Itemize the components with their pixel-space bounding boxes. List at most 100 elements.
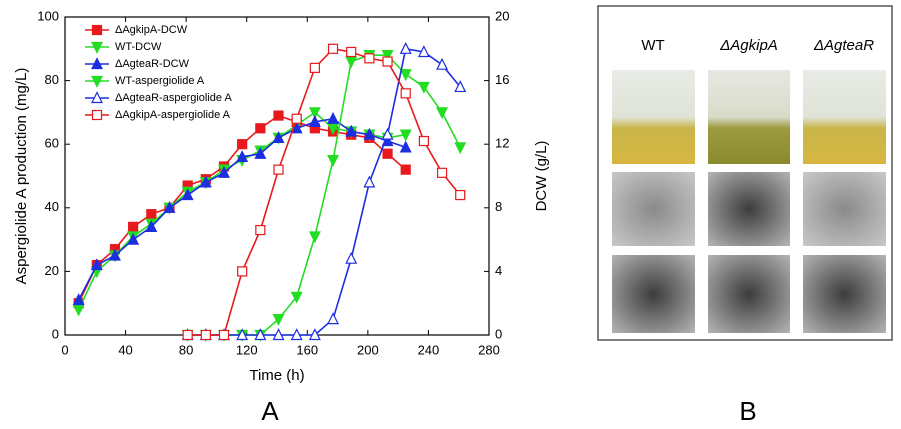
marker — [399, 69, 412, 82]
y2-tick-label: 16 — [495, 72, 509, 87]
marker — [182, 329, 193, 341]
marker — [417, 81, 430, 94]
marker — [146, 209, 157, 220]
marker — [436, 57, 449, 70]
marker — [272, 328, 285, 341]
marker — [418, 135, 429, 147]
micrograph — [612, 172, 695, 246]
y-tick-label: 100 — [37, 8, 59, 23]
x-tick-label: 40 — [118, 342, 132, 357]
x-tick-label: 80 — [179, 342, 193, 357]
marker — [200, 329, 211, 341]
marker — [72, 304, 85, 317]
marker — [254, 146, 267, 159]
marker — [400, 164, 411, 175]
marker — [273, 164, 284, 175]
legend-label: ΔAgteaR-DCW — [115, 58, 190, 70]
legend-label: ΔAgteaR-aspergiolide A — [115, 92, 232, 104]
marker — [90, 258, 103, 271]
marker — [327, 155, 339, 167]
marker — [236, 150, 249, 163]
y2-axis-title: DCW (g/L) — [533, 141, 550, 212]
marker — [436, 167, 448, 178]
marker — [308, 328, 321, 341]
y2-tick-label: 0 — [495, 326, 502, 341]
legend-marker — [91, 75, 103, 88]
marker — [381, 50, 394, 63]
marker — [308, 107, 321, 120]
marker — [454, 142, 467, 155]
y2-tick-label: 4 — [495, 263, 502, 278]
flask-photo — [612, 70, 695, 164]
micrograph — [708, 172, 790, 246]
marker — [436, 107, 449, 120]
marker — [291, 113, 302, 124]
marker — [345, 251, 358, 264]
marker — [309, 62, 320, 73]
x-tick-label: 120 — [236, 342, 258, 357]
marker — [363, 175, 376, 188]
y-tick-label: 0 — [52, 326, 59, 341]
marker — [399, 129, 412, 142]
marker — [400, 88, 411, 99]
legend-marker — [91, 57, 103, 70]
legend-marker — [91, 41, 103, 54]
legend-label: WT-aspergiolide A — [115, 75, 205, 87]
y2-tick-label: 20 — [495, 8, 509, 23]
marker — [327, 43, 339, 54]
marker — [345, 124, 358, 137]
micrograph — [708, 255, 790, 333]
marker — [255, 224, 266, 236]
marker — [345, 56, 358, 69]
x-tick-label: 240 — [418, 342, 440, 357]
marker — [255, 123, 266, 134]
marker — [72, 293, 85, 306]
x-axis-title: Time (h) — [249, 367, 304, 384]
micrograph — [803, 172, 886, 246]
marker — [272, 314, 285, 326]
marker — [145, 220, 158, 232]
marker — [218, 329, 230, 341]
marker — [327, 111, 339, 124]
legend-label: WT-DCW — [115, 41, 162, 53]
column-header: WT — [641, 37, 664, 54]
micrograph — [803, 255, 886, 333]
marker — [236, 328, 249, 341]
x-tick-label: 0 — [61, 342, 68, 357]
marker — [308, 115, 321, 128]
legend-label: ΔAgkipA-aspergiolide A — [115, 109, 231, 121]
marker — [290, 328, 303, 341]
marker — [290, 291, 303, 304]
y-tick-label: 20 — [45, 263, 59, 278]
marker — [308, 231, 321, 244]
marker — [327, 312, 339, 325]
panel-label: A — [261, 396, 279, 426]
x-tick-label: 160 — [296, 342, 318, 357]
marker — [127, 232, 140, 245]
y-tick-label: 80 — [45, 72, 59, 87]
marker — [382, 56, 393, 67]
marker — [163, 200, 176, 213]
marker — [346, 46, 357, 58]
marker — [417, 45, 430, 58]
marker — [181, 188, 194, 201]
marker — [218, 165, 230, 178]
x-tick-label: 280 — [478, 342, 500, 357]
y2-tick-label: 12 — [495, 136, 509, 151]
legend-label: ΔAgkipA-DCW — [115, 24, 188, 36]
flask-photo — [708, 70, 790, 164]
y-tick-label: 40 — [45, 199, 59, 214]
marker — [363, 127, 376, 140]
marker — [273, 110, 284, 121]
marker — [399, 41, 412, 54]
micrograph — [612, 255, 695, 333]
marker — [254, 328, 267, 341]
y-tick-label: 60 — [45, 136, 59, 151]
series-line — [187, 47, 461, 336]
y-axis-title: Aspergiolide A production (mg/L) — [13, 68, 30, 285]
flask-photo — [803, 70, 886, 164]
marker — [272, 130, 285, 143]
photo-panel: WT ΔAgkipA ΔAgteaR — [597, 5, 893, 341]
